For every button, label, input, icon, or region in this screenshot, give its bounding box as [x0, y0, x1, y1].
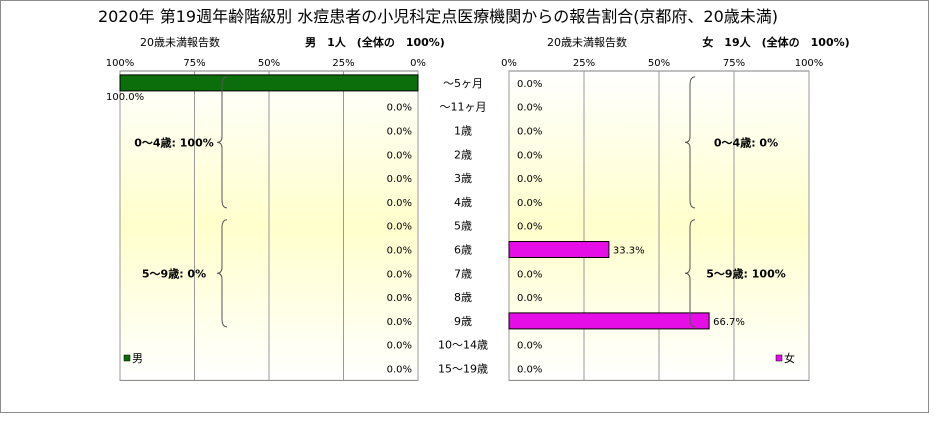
male-axis-tick-label: 0%: [410, 58, 426, 69]
female-data-label: 0.0%: [517, 365, 542, 376]
male-data-label: 0.0%: [387, 365, 412, 376]
female-header-total: 女 19人 (全体の 100%): [702, 35, 849, 49]
male-data-label: 0.0%: [387, 269, 412, 280]
male-legend-label: 男: [132, 352, 143, 365]
male-axis-tick-label: 25%: [332, 58, 354, 69]
female-axis-tick-label: 100%: [795, 58, 824, 69]
female-axis-tick-label: 0%: [501, 58, 517, 69]
male-data-label: 0.0%: [387, 174, 412, 185]
female-age-group-brace: [684, 219, 696, 328]
female-data-label: 0.0%: [517, 174, 542, 185]
female-data-label: 0.0%: [517, 150, 542, 161]
male-axis-tick-label: 100%: [106, 58, 135, 69]
male-data-label: 100.0%: [106, 92, 144, 103]
female-data-label: 0.0%: [517, 198, 542, 209]
chart-title: 2020年 第19週年齢階級別 水痘患者の小児科定点医療機関からの報告割合(京都…: [98, 7, 778, 26]
male-age-group-annotation: 5～9歳: 0%: [142, 266, 206, 280]
age-category-label: 6歳: [454, 244, 472, 257]
female-data-label: 0.0%: [517, 103, 542, 114]
male-header-total: 男 1人 (全体の 100%): [305, 35, 445, 49]
age-category-label: 7歳: [454, 267, 472, 280]
age-category-label: 9歳: [454, 315, 472, 328]
female-data-label: 0.0%: [517, 293, 542, 304]
age-category-label: 5歳: [454, 220, 472, 233]
female-age-group-annotation: 5～9歳: 100%: [706, 266, 786, 280]
male-header-reports-label: 20歳未満報告数: [140, 36, 220, 49]
age-category-label: 1歳: [454, 125, 472, 138]
female-bar: [508, 241, 610, 258]
male-data-label: 0.0%: [387, 293, 412, 304]
male-data-label: 0.0%: [387, 103, 412, 114]
female-axis-tick-label: 25%: [573, 58, 595, 69]
male-data-label: 0.0%: [387, 341, 412, 352]
age-category-label: ～11ヶ月: [440, 101, 487, 114]
male-data-label: 0.0%: [387, 127, 412, 138]
male-data-label: 0.0%: [387, 317, 412, 328]
age-category-label: 4歳: [454, 196, 472, 209]
female-data-label: 0.0%: [517, 79, 542, 90]
male-data-label: 0.0%: [387, 246, 412, 257]
female-bar: [508, 312, 710, 330]
age-category-label: 3歳: [454, 172, 472, 185]
male-data-label: 0.0%: [387, 198, 412, 209]
female-age-group-annotation: 0～4歳: 0%: [714, 135, 778, 149]
female-age-group-brace: [684, 76, 696, 209]
male-legend-swatch: [123, 354, 131, 362]
female-data-label: 0.0%: [517, 222, 542, 233]
female-data-label: 0.0%: [517, 127, 542, 138]
female-data-label: 66.7%: [713, 317, 745, 328]
age-category-label: 2歳: [454, 148, 472, 161]
female-data-label: 0.0%: [517, 269, 542, 280]
male-age-group-brace: [216, 219, 228, 328]
male-axis-tick-label: 75%: [183, 58, 205, 69]
male-axis-tick-label: 50%: [258, 58, 280, 69]
female-header-reports-label: 20歳未満報告数: [547, 36, 627, 49]
age-category-label: 8歳: [454, 291, 472, 304]
female-axis-tick-label: 50%: [648, 58, 670, 69]
age-category-label: 15～19歳: [438, 363, 488, 376]
male-bar: [119, 74, 419, 92]
age-category-label: ～5ヶ月: [443, 77, 483, 90]
male-age-group-annotation: 0～4歳: 100%: [134, 135, 214, 149]
female-legend-swatch: [775, 354, 783, 362]
male-data-label: 0.0%: [387, 150, 412, 161]
male-age-group-brace: [216, 76, 228, 209]
female-legend-label: 女: [784, 351, 795, 365]
male-data-label: 0.0%: [387, 222, 412, 233]
age-category-label: 10～14歳: [438, 339, 488, 352]
female-data-label: 0.0%: [517, 341, 542, 352]
female-axis-tick-label: 75%: [723, 58, 745, 69]
female-data-label: 33.3%: [613, 246, 645, 257]
